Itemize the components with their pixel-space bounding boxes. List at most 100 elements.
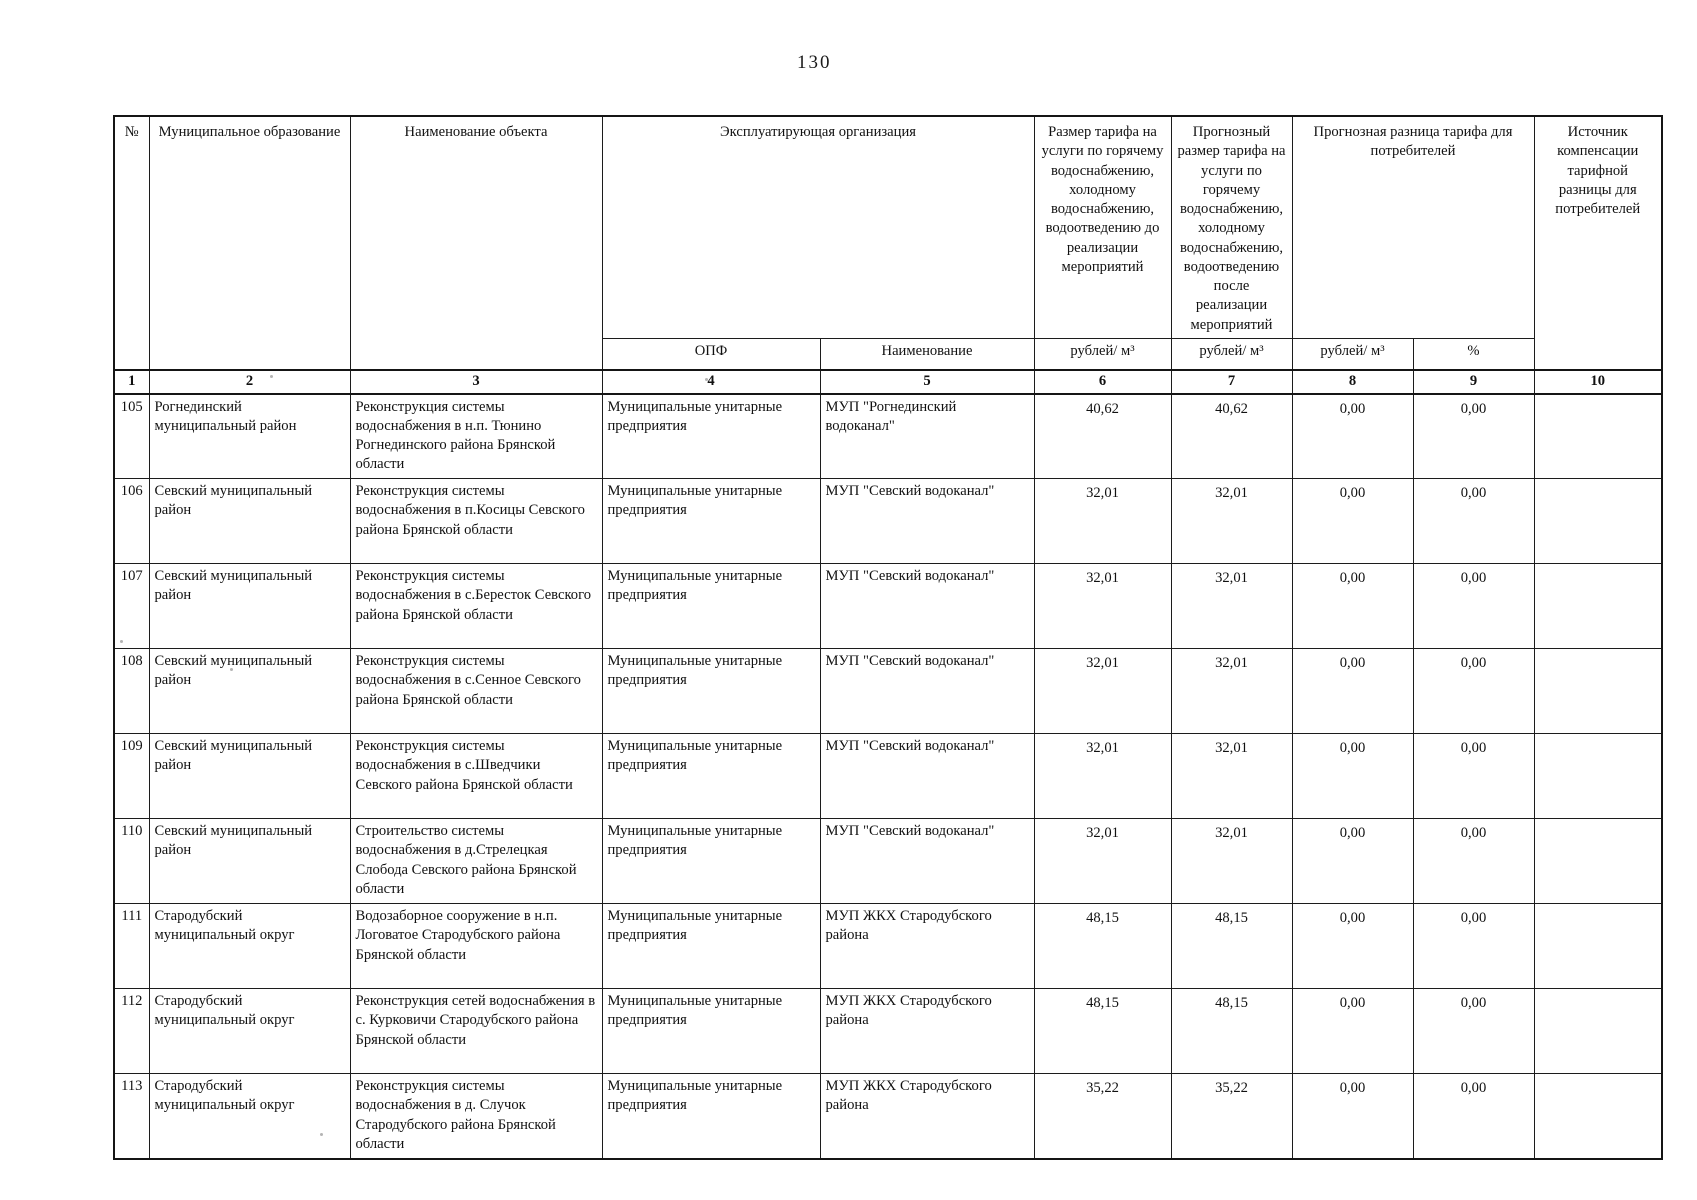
compensation-source-cell: [1533, 818, 1663, 904]
table-row: 106 Севский муниципальный район Реконстр…: [113, 478, 1663, 564]
org-name-cell: МУП "Севский водоканал": [819, 733, 1035, 819]
diff-rub-cell: 0,00: [1291, 563, 1414, 649]
municipality-cell: Севский муниципальный район: [148, 648, 351, 734]
opf-cell: Муниципальные унитарные предприятия: [601, 1073, 821, 1159]
row-number-cell: 109: [113, 733, 150, 819]
diff-pct-cell: 0,00: [1412, 648, 1535, 734]
header-org-name: Наименование: [819, 337, 1035, 371]
diff-rub-cell: 0,00: [1291, 393, 1414, 479]
compensation-source-cell: [1533, 988, 1663, 1074]
opf-cell: Муниципальные унитарные предприятия: [601, 733, 821, 819]
diff-rub-cell: 0,00: [1291, 818, 1414, 904]
table-row: 105 Рогнединский муниципальный район Рек…: [113, 393, 1663, 479]
tariff-before-cell: 32,01: [1033, 733, 1172, 819]
compensation-source-cell: [1533, 563, 1663, 649]
tariff-after-cell: 48,15: [1170, 988, 1293, 1074]
row-number-cell: 110: [113, 818, 150, 904]
tariff-before-cell: 32,01: [1033, 563, 1172, 649]
header-main-row: № Муниципальное образование Наименование…: [113, 115, 1663, 371]
diff-rub-cell: 0,00: [1291, 1073, 1414, 1159]
header-opf: ОПФ: [601, 337, 821, 371]
municipality-cell: Стародубский муниципальный округ: [148, 903, 351, 989]
object-name-cell: Реконструкция системы водоснабжения в д.…: [349, 1073, 603, 1159]
org-name-cell: МУП ЖКХ Стародубского района: [819, 903, 1035, 989]
municipality-cell: Севский муниципальный район: [148, 818, 351, 904]
header-sub-row: ОПФ Наименование рублей/ м³ рублей/ м³ р…: [114, 337, 1662, 371]
column-number: 7: [1170, 369, 1293, 395]
municipality-cell: Севский муниципальный район: [148, 733, 351, 819]
diff-pct-cell: 0,00: [1412, 393, 1535, 479]
header-tariff-after: Прогнозный размер тарифа на услуги по го…: [1170, 115, 1293, 339]
object-name-cell: Реконструкция системы водоснабжения в с.…: [349, 648, 603, 734]
municipality-cell: Стародубский муниципальный округ: [148, 1073, 351, 1159]
org-name-cell: МУП ЖКХ Стародубского района: [819, 988, 1035, 1074]
table-row: 111 Стародубский муниципальный округ Вод…: [113, 903, 1663, 989]
tariff-before-cell: 48,15: [1033, 903, 1172, 989]
column-number: 3: [349, 369, 603, 395]
column-number: 4: [601, 369, 821, 395]
header-diff-group: Прогнозная разница тарифа для потребител…: [1291, 115, 1535, 339]
compensation-source-cell: [1533, 903, 1663, 989]
unit-diff-pct: %: [1412, 337, 1535, 371]
municipality-cell: Стародубский муниципальный округ: [148, 988, 351, 1074]
tariff-after-cell: 32,01: [1170, 648, 1293, 734]
tariff-before-cell: 35,22: [1033, 1073, 1172, 1159]
opf-cell: Муниципальные унитарные предприятия: [601, 393, 821, 479]
org-name-cell: МУП "Рогнединский водоканал": [819, 393, 1035, 479]
municipality-cell: Севский муниципальный район: [148, 563, 351, 649]
tariff-before-cell: 32,01: [1033, 478, 1172, 564]
diff-rub-cell: 0,00: [1291, 988, 1414, 1074]
opf-cell: Муниципальные унитарные предприятия: [601, 818, 821, 904]
object-name-cell: Реконструкция системы водоснабжения в с.…: [349, 563, 603, 649]
table-row: 107 Севский муниципальный район Реконстр…: [113, 563, 1663, 649]
row-number-cell: 108: [113, 648, 150, 734]
tariff-after-cell: 35,22: [1170, 1073, 1293, 1159]
page-number: 130: [797, 52, 832, 73]
header-source: Источник компенсации тарифной разницы дл…: [1533, 115, 1663, 371]
header-municipality: Муниципальное образование: [148, 115, 351, 371]
diff-pct-cell: 0,00: [1412, 818, 1535, 904]
table-body: 105 Рогнединский муниципальный район Рек…: [113, 393, 1663, 1159]
diff-pct-cell: 0,00: [1412, 478, 1535, 564]
diff-pct-cell: 0,00: [1412, 733, 1535, 819]
object-name-cell: Реконструкция сетей водоснабжения в с. К…: [349, 988, 603, 1074]
row-number-cell: 112: [113, 988, 150, 1074]
unit-tariff-before: рублей/ м³: [1033, 337, 1172, 371]
header-no: №: [113, 115, 150, 371]
compensation-source-cell: [1533, 733, 1663, 819]
opf-cell: Муниципальные унитарные предприятия: [601, 478, 821, 564]
opf-cell: Муниципальные унитарные предприятия: [601, 648, 821, 734]
diff-rub-cell: 0,00: [1291, 903, 1414, 989]
tariff-before-cell: 32,01: [1033, 648, 1172, 734]
column-number: 10: [1533, 369, 1663, 395]
table-row: 112 Стародубский муниципальный округ Рек…: [113, 988, 1663, 1074]
diff-pct-cell: 0,00: [1412, 1073, 1535, 1159]
org-name-cell: МУП "Севский водоканал": [819, 478, 1035, 564]
header-operating-org-group: Эксплуатирующая организация: [601, 115, 1035, 339]
header-object: Наименование объекта: [349, 115, 603, 371]
compensation-source-cell: [1533, 1073, 1663, 1159]
tariff-table: № Муниципальное образование Наименование…: [113, 115, 1663, 1160]
org-name-cell: МУП "Севский водоканал": [819, 648, 1035, 734]
diff-pct-cell: 0,00: [1412, 563, 1535, 649]
column-number: 9: [1412, 369, 1535, 395]
diff-pct-cell: 0,00: [1412, 903, 1535, 989]
column-number-row: 1 2 3 4 5 6 7 8 9 10: [113, 369, 1663, 395]
row-number-cell: 106: [113, 478, 150, 564]
column-number: 6: [1033, 369, 1172, 395]
opf-cell: Муниципальные унитарные предприятия: [601, 563, 821, 649]
tariff-before-cell: 48,15: [1033, 988, 1172, 1074]
tariff-after-cell: 32,01: [1170, 733, 1293, 819]
compensation-source-cell: [1533, 648, 1663, 734]
tariff-before-cell: 40,62: [1033, 393, 1172, 479]
tariff-after-cell: 48,15: [1170, 903, 1293, 989]
municipality-cell: Севский муниципальный район: [148, 478, 351, 564]
table-row: 108 Севский муниципальный район Реконстр…: [113, 648, 1663, 734]
tariff-after-cell: 32,01: [1170, 818, 1293, 904]
table-row: 113 Стародубский муниципальный округ Рек…: [113, 1073, 1663, 1159]
compensation-source-cell: [1533, 478, 1663, 564]
tariff-after-cell: 32,01: [1170, 478, 1293, 564]
object-name-cell: Водозаборное сооружение в н.п. Логоватое…: [349, 903, 603, 989]
column-number: 8: [1291, 369, 1414, 395]
